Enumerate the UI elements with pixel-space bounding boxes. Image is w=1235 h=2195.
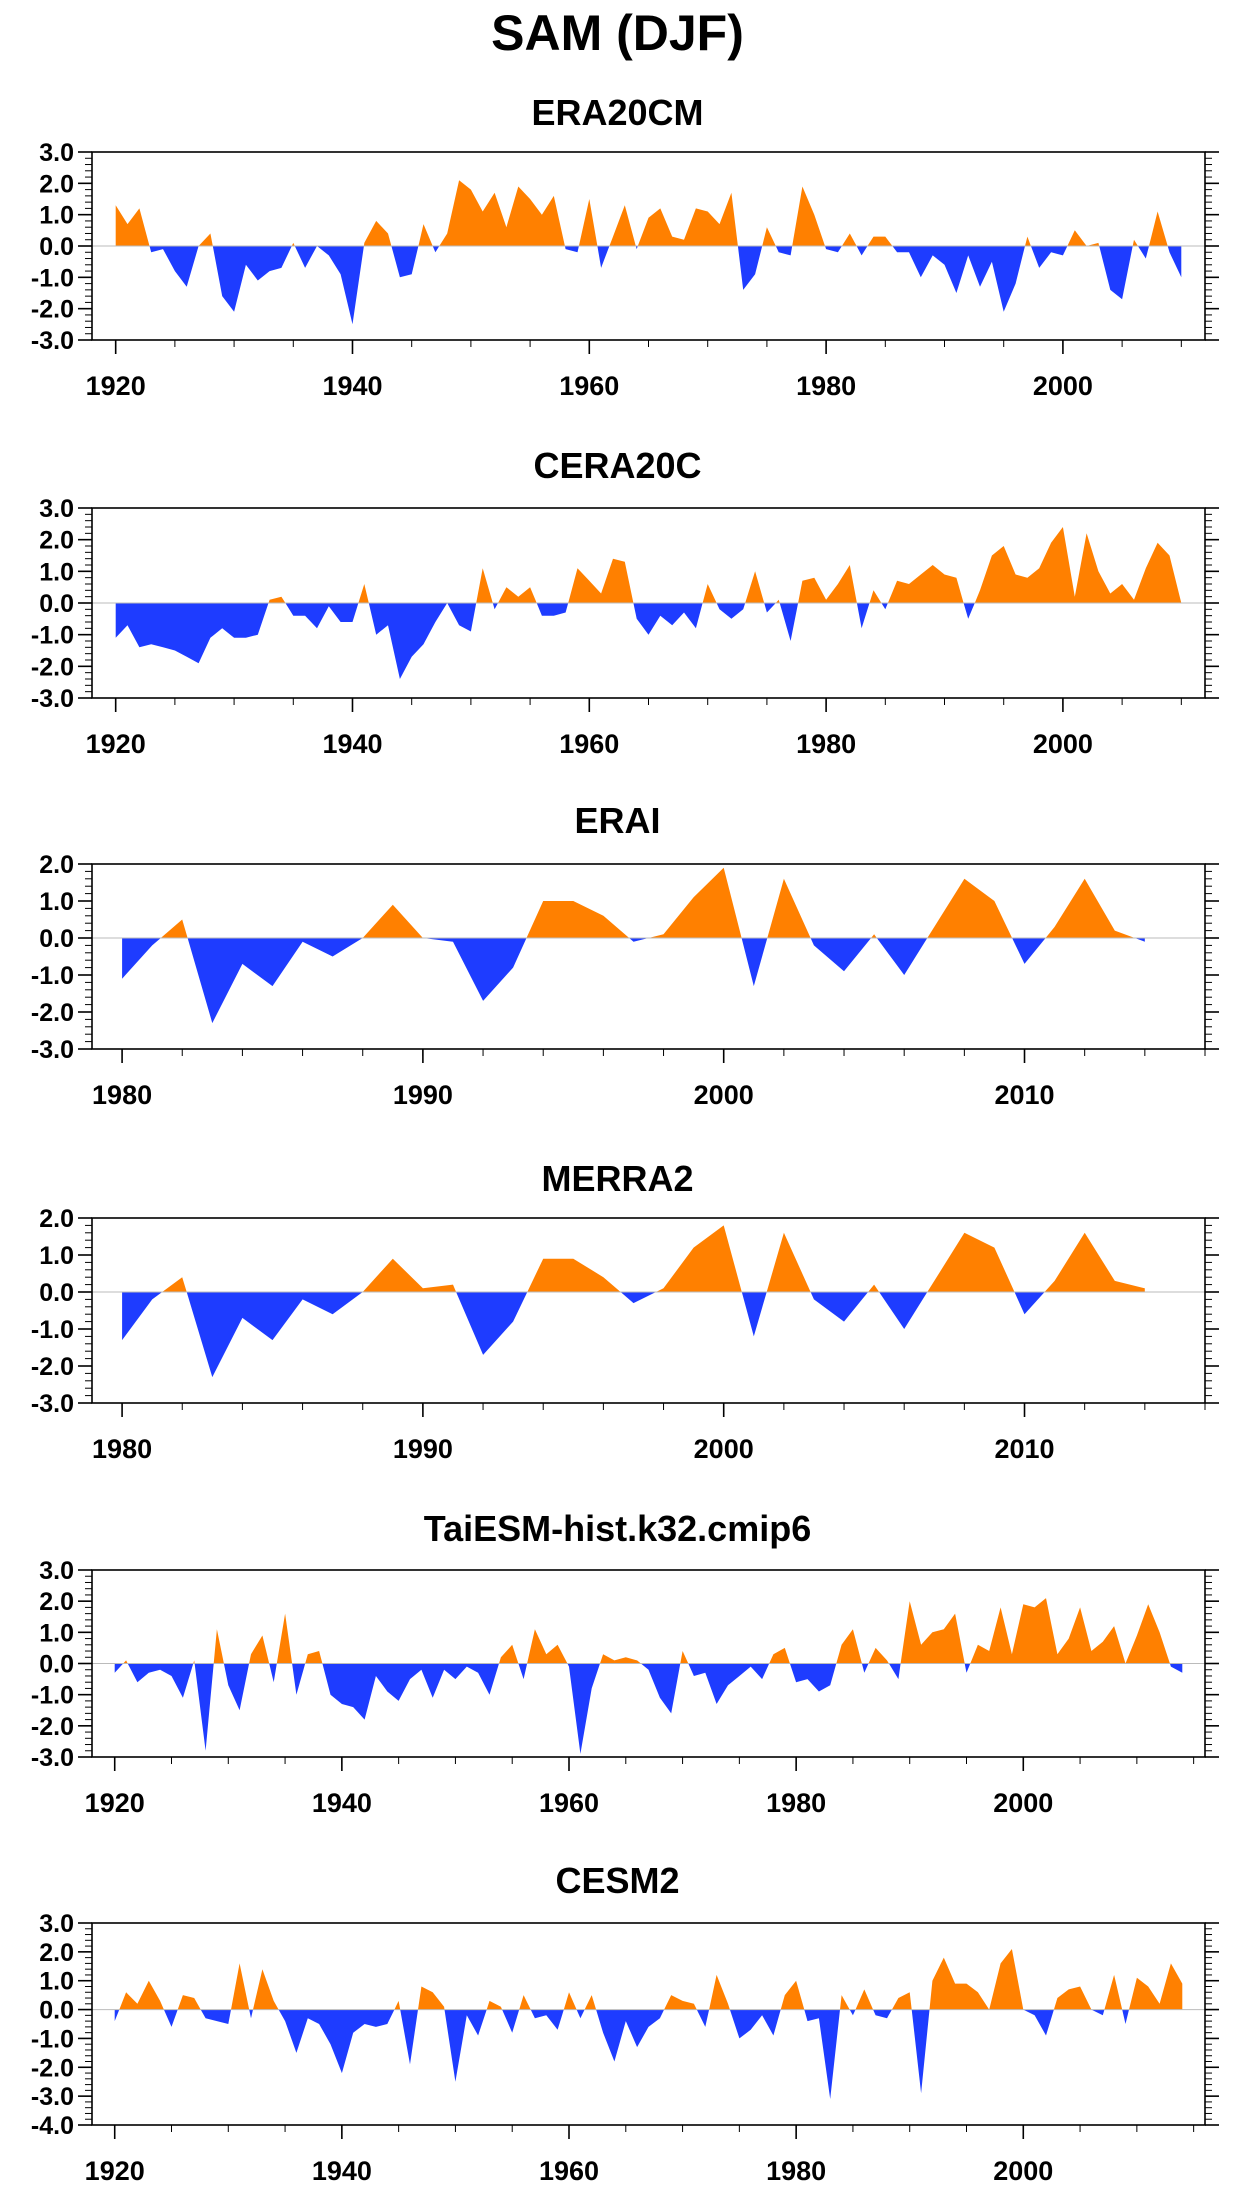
- x-tick-label: 1920: [85, 2156, 145, 2186]
- y-tick-label: 1.0: [39, 202, 74, 230]
- y-tick-label: -1.0: [31, 264, 74, 292]
- x-tick-label: 2010: [994, 1434, 1054, 1464]
- plot-frame: [91, 1217, 1206, 1404]
- y-tick-label: 0.0: [39, 1279, 74, 1307]
- y-tick-label: -1.0: [31, 962, 74, 990]
- plot-frame: [91, 1922, 1206, 2126]
- positive-anomaly-area: [115, 527, 1182, 603]
- panel-title: ERAI: [574, 800, 661, 841]
- x-tick-label: 1990: [393, 1080, 453, 1110]
- x-tick-label: 1980: [766, 1788, 826, 1818]
- x-tick-label: 1980: [766, 2156, 826, 2186]
- y-tick-label: 3.0: [39, 139, 74, 167]
- plot-frame: [91, 863, 1206, 1050]
- x-tick-label: 1960: [539, 1788, 599, 1818]
- panel-title: TaiESM-hist.k32.cmip6: [423, 1508, 812, 1549]
- negative-anomaly-area: [115, 603, 1182, 679]
- positive-anomaly-area: [114, 1598, 1183, 1664]
- chart-3: 2.0 1.0 0.0 -1.0 -2.0 -3.0 1980 1990 2000 2010: [31, 1205, 1219, 1464]
- x-tick-label: 2010: [994, 1080, 1054, 1110]
- x-tick-label: 1980: [796, 729, 856, 759]
- y-tick-label: 1.0: [39, 1968, 74, 1996]
- y-tick-label: -3.0: [31, 1390, 74, 1418]
- y-tick-label: 0.0: [39, 233, 74, 261]
- x-tick-label: 1940: [312, 2156, 372, 2186]
- y-tick-label: 0.0: [39, 925, 74, 953]
- x-tick-label: 1940: [312, 1788, 372, 1818]
- y-tick-label: -2.0: [31, 999, 74, 1027]
- y-tick-label: -1.0: [31, 2025, 74, 2053]
- y-tick-label: 3.0: [39, 1910, 74, 1938]
- y-tick-label: -3.0: [31, 1036, 74, 1064]
- negative-anomaly-area: [114, 2009, 1183, 2099]
- y-tick-label: 0.0: [39, 590, 74, 618]
- y-tick-label: 3.0: [39, 495, 74, 523]
- y-tick-label: -3.0: [31, 327, 74, 355]
- y-tick-label: 1.0: [39, 1619, 74, 1647]
- chart-0: 3.0 2.0 1.0 0.0 -1.0 -2.0 -3.0 1920 1940 1960 1980…: [31, 139, 1219, 401]
- y-tick-label: 1.0: [39, 888, 74, 916]
- y-tick-label: 2.0: [39, 851, 74, 879]
- x-tick-label: 1920: [86, 371, 146, 401]
- x-tick-label: 2000: [993, 1788, 1053, 1818]
- x-tick-label: 1960: [559, 371, 619, 401]
- negative-anomaly-area: [122, 1292, 1145, 1378]
- y-tick-label: -2.0: [31, 1713, 74, 1741]
- y-tick-label: -2.0: [31, 653, 74, 681]
- y-tick-label: 2.0: [39, 1939, 74, 1967]
- y-tick-label: -1.0: [31, 1682, 74, 1710]
- x-tick-label: 1980: [796, 371, 856, 401]
- positive-anomaly-area: [119, 1949, 1183, 2010]
- y-tick-label: -4.0: [31, 2112, 74, 2140]
- x-tick-label: 2000: [1033, 371, 1093, 401]
- x-tick-label: 1990: [393, 1434, 453, 1464]
- x-tick-label: 1940: [322, 729, 382, 759]
- x-tick-label: 2000: [694, 1080, 754, 1110]
- panel-title: CESM2: [555, 1860, 680, 1901]
- y-tick-label: -3.0: [31, 1744, 74, 1772]
- x-tick-label: 1940: [322, 371, 382, 401]
- x-tick-label: 2000: [694, 1434, 754, 1464]
- y-tick-label: -1.0: [31, 622, 74, 650]
- y-tick-label: 2.0: [39, 527, 74, 555]
- y-tick-label: 2.0: [39, 170, 74, 198]
- y-tick-label: 3.0: [39, 1557, 74, 1585]
- x-tick-label: 1960: [559, 729, 619, 759]
- x-tick-label: 1920: [85, 1788, 145, 1818]
- x-tick-label: 1920: [86, 729, 146, 759]
- y-tick-label: 1.0: [39, 1242, 74, 1270]
- chart-5: 3.02.01.00.0-1.0-2.0-3.0-4.0 1920 1940 1960…: [31, 1910, 1219, 2186]
- positive-anomaly-area: [122, 1225, 1145, 1292]
- x-tick-label: 2000: [993, 2156, 1053, 2186]
- y-tick-label: 0.0: [39, 1997, 74, 2025]
- panel-title: MERRA2: [541, 1158, 694, 1199]
- x-tick-label: 1960: [539, 2156, 599, 2186]
- panel-title: CERA20C: [533, 445, 702, 486]
- x-tick-label: 2000: [1033, 729, 1093, 759]
- chart-1: 3.0 2.0 1.0 0.0 -1.0 -2.0 -3.0 1920 1940 1960 1980…: [31, 495, 1219, 759]
- y-tick-label: 2.0: [39, 1205, 74, 1233]
- y-tick-label: 1.0: [39, 558, 74, 586]
- y-tick-label: -2.0: [31, 1353, 74, 1381]
- y-tick-label: -2.0: [31, 2054, 74, 2082]
- negative-anomaly-area: [115, 246, 1182, 325]
- positive-anomaly-area: [115, 180, 1182, 246]
- y-tick-label: -3.0: [31, 2083, 74, 2111]
- negative-anomaly-area: [122, 938, 1145, 1024]
- chart-2: 2.0 1.0 0.0 -1.0 -2.0 -3.0 1980 1990 2000 2010: [31, 851, 1219, 1110]
- y-tick-label: 2.0: [39, 1588, 74, 1616]
- chart-4: 3.0 2.0 1.0 0.0 -1.0 -2.0 -3.0 1920 1940 1960 1980…: [31, 1557, 1219, 1818]
- x-tick-label: 1980: [92, 1434, 152, 1464]
- y-tick-label: -3.0: [31, 685, 74, 713]
- y-tick-label: 0.0: [39, 1651, 74, 1679]
- y-tick-label: -1.0: [31, 1316, 74, 1344]
- x-tick-label: 1980: [92, 1080, 152, 1110]
- y-tick-label: -2.0: [31, 296, 74, 324]
- figure-title: SAM (DJF): [491, 5, 744, 61]
- panel-title: ERA20CM: [531, 92, 704, 133]
